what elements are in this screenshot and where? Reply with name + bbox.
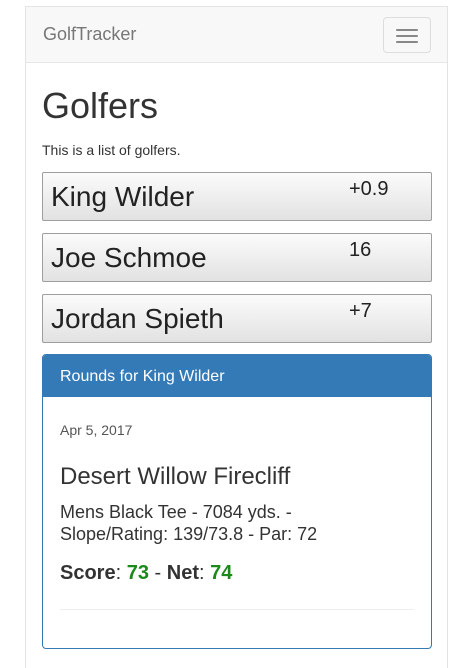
navbar-brand[interactable]: GolfTracker	[43, 24, 137, 44]
navbar-toggle-button[interactable]	[383, 17, 431, 53]
rounds-panel-title: Rounds for King Wilder	[60, 368, 225, 385]
golfer-button[interactable]: Joe Schmoe 16	[42, 233, 432, 282]
round-tee-info: Mens Black Tee - 7084 yds. - Slope/Ratin…	[60, 502, 318, 544]
round-divider	[60, 609, 414, 610]
golfer-button[interactable]: King Wilder +0.9	[42, 172, 432, 221]
golfer-name: Jordan Spieth	[51, 303, 224, 334]
net-label: Net	[166, 562, 199, 584]
score-value: 73	[126, 562, 149, 584]
hamburger-icon	[396, 29, 418, 31]
net-value: 74	[210, 562, 233, 584]
golfer-handicap: 16	[349, 239, 372, 261]
app-frame: GolfTracker	[25, 6, 448, 668]
round-course: Desert Willow Firecliff	[60, 463, 291, 490]
score-separator: -	[154, 562, 162, 584]
golfer-handicap: +0.9	[349, 178, 389, 200]
round-date: Apr 5, 2017	[60, 422, 133, 438]
golfer-name: Joe Schmoe	[51, 242, 207, 273]
navbar: GolfTracker	[26, 7, 447, 63]
round-score-line: Score: 73 - Net: 74	[60, 562, 233, 584]
golfer-handicap: +7	[349, 300, 372, 322]
golfer-name: King Wilder	[51, 181, 195, 212]
score-label: Score	[60, 562, 116, 584]
page-title: Golfers	[42, 85, 159, 126]
rounds-panel-heading: Rounds for King Wilder	[43, 355, 431, 397]
rounds-panel: Rounds for King Wilder Apr 5, 2017 Deser…	[42, 354, 432, 649]
page-description: This is a list of golfers.	[42, 142, 181, 158]
golfer-button[interactable]: Jordan Spieth +7	[42, 294, 432, 343]
